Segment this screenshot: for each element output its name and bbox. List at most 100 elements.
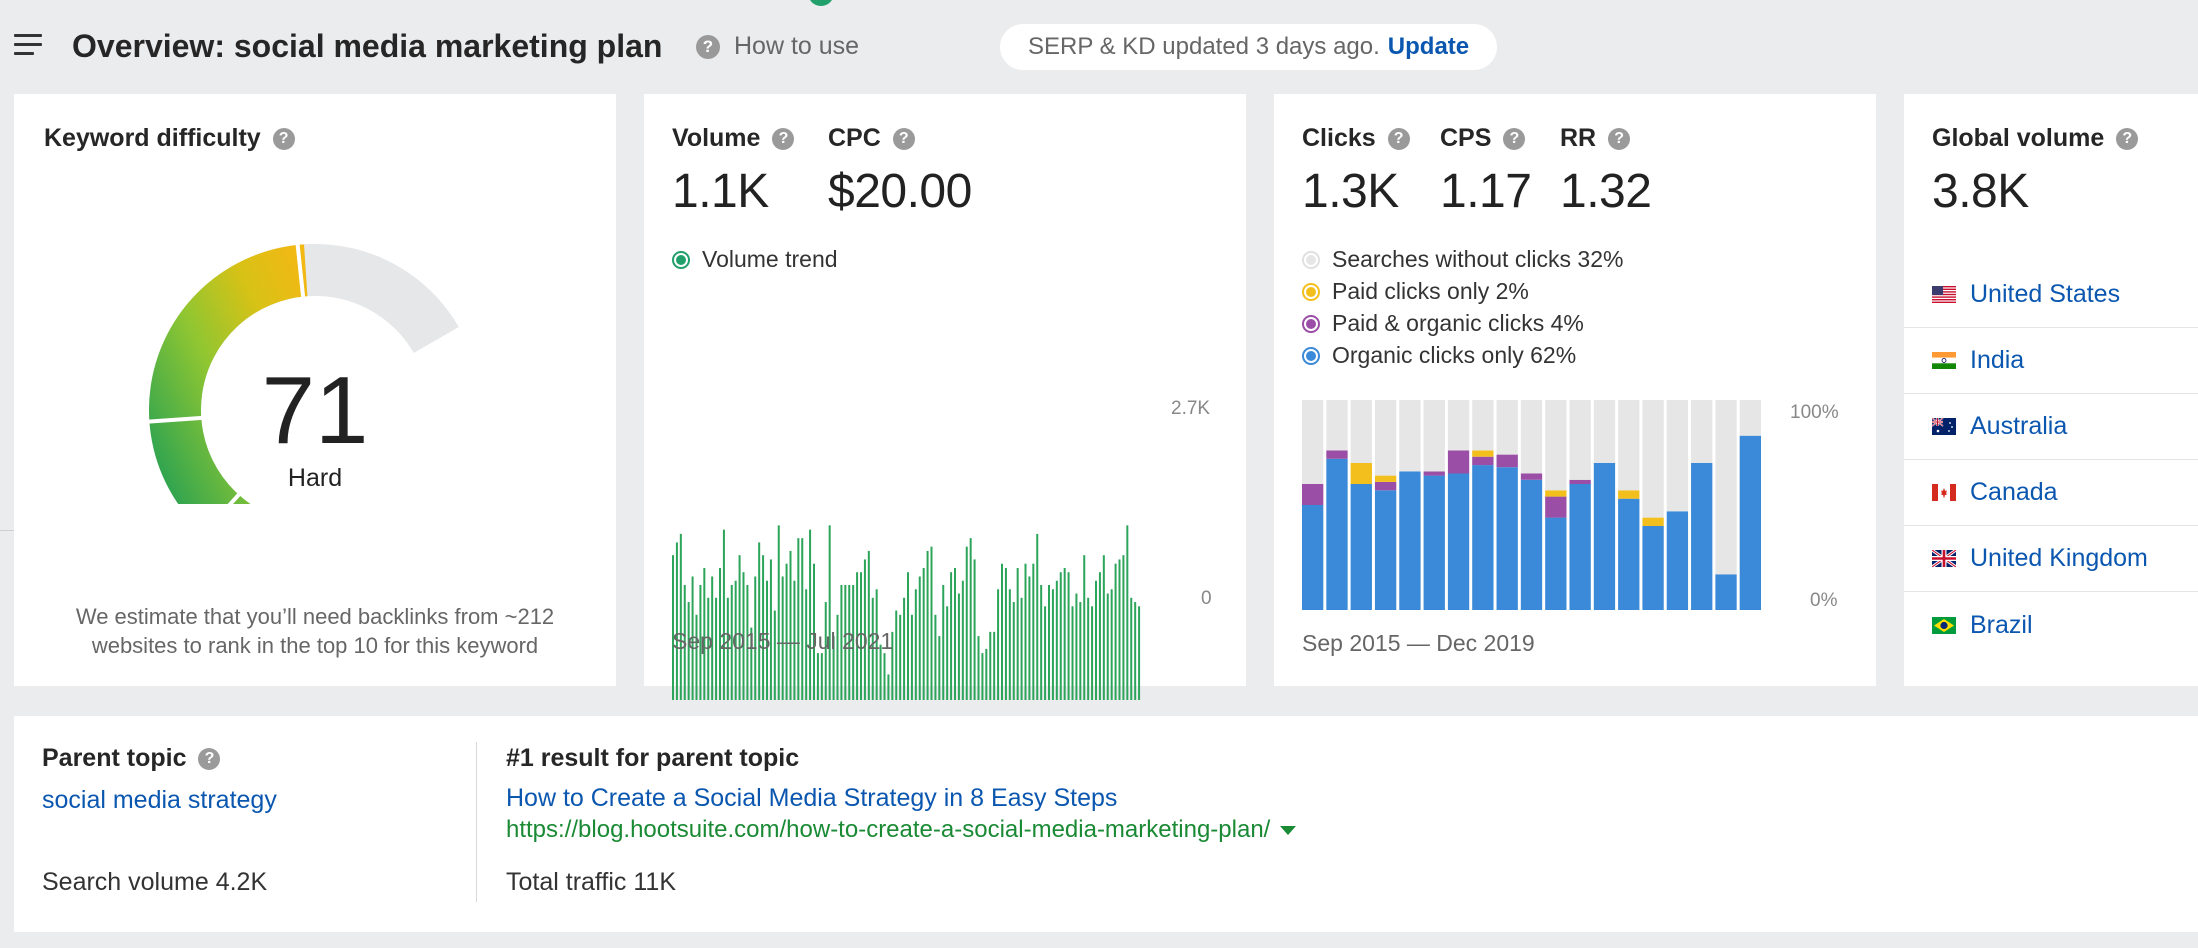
clicks-bar-segment xyxy=(1569,400,1591,480)
br-flag-icon xyxy=(1932,616,1956,634)
rr-help-icon[interactable]: ? xyxy=(1608,127,1631,150)
volume-bar xyxy=(871,597,874,700)
parent-topic-help-icon[interactable]: ? xyxy=(198,747,221,770)
legend-dot-icon xyxy=(1302,282,1320,301)
volume-label-row: Volume ? xyxy=(672,124,795,153)
clicks-bar-segment xyxy=(1739,400,1761,436)
volume-bar xyxy=(895,610,898,700)
volume-bar xyxy=(977,636,980,700)
volume-bar xyxy=(719,567,721,700)
volume-bar xyxy=(1051,589,1054,700)
volume-bar xyxy=(816,653,819,700)
country-name: United Kingdom xyxy=(1970,544,2148,572)
clicks-bar-segment xyxy=(1374,475,1397,482)
clicks-bar-segment xyxy=(1399,471,1421,610)
legend-label: Organic clicks only 62% xyxy=(1332,342,1577,368)
volume-bar xyxy=(981,653,984,700)
country-united-states[interactable]: United States xyxy=(1904,262,2198,328)
rr-label: RR xyxy=(1560,124,1597,152)
volume-bar xyxy=(1067,572,1070,700)
volume-bar xyxy=(985,648,988,700)
clicks-bar-segment xyxy=(1374,490,1397,610)
volume-bar xyxy=(726,597,729,700)
country-brazil[interactable]: Brazil xyxy=(1904,592,2198,658)
clicks-bar-segment xyxy=(1399,400,1421,472)
volume-bar xyxy=(1126,525,1129,700)
global-volume-help-icon[interactable]: ? xyxy=(2116,127,2139,150)
status-indicator xyxy=(808,0,834,6)
volume-bar xyxy=(1079,602,1082,700)
clicks-value: 1.3K xyxy=(1302,165,1399,218)
volume-bar xyxy=(766,580,768,700)
volume-bar xyxy=(715,597,718,700)
volume-bar xyxy=(1004,567,1007,700)
country-australia[interactable]: Australia xyxy=(1904,394,2198,460)
clicks-bar-segment xyxy=(1447,400,1470,451)
volume-trend-chart xyxy=(672,525,1141,700)
legend-item-paid-only[interactable]: Paid clicks only 2% xyxy=(1302,278,1529,305)
clicks-bar-segment xyxy=(1472,456,1494,466)
top-result-title-link[interactable]: How to Create a Social Media Strategy in… xyxy=(506,784,1118,812)
clicks-label: Clicks xyxy=(1302,124,1376,152)
volume-label: Volume xyxy=(672,124,761,152)
volume-bar xyxy=(730,585,733,700)
volume-bar xyxy=(957,593,960,700)
volume-bar xyxy=(1059,572,1062,700)
clicks-bar-segment xyxy=(1545,490,1567,497)
legend-item-no-clicks[interactable]: Searches without clicks 32% xyxy=(1302,246,1623,273)
country-united-kingdom[interactable]: United Kingdom xyxy=(1904,526,2198,592)
volume-bar xyxy=(1016,567,1019,700)
volume-bar xyxy=(1001,563,1003,700)
dropdown-caret-icon[interactable] xyxy=(1280,825,1297,835)
volume-value: 1.1K xyxy=(672,165,769,218)
gauge-tick-1 xyxy=(148,415,203,424)
volume-bar xyxy=(840,585,843,700)
gauge-ticks xyxy=(148,244,306,504)
volume-bar xyxy=(1122,555,1125,700)
volume-bar xyxy=(887,674,890,700)
kd-help-icon[interactable]: ? xyxy=(272,127,295,150)
volume-bar xyxy=(1087,597,1090,700)
volume-bar xyxy=(762,555,765,700)
volume-bar xyxy=(707,597,710,700)
legend-item-organic-only[interactable]: Organic clicks only 62% xyxy=(1302,342,1576,369)
country-canada[interactable]: Canada xyxy=(1904,460,2198,526)
clicks-bar-segment xyxy=(1666,400,1689,512)
volume-bar xyxy=(820,653,823,700)
legend-item-paid-organic[interactable]: Paid & organic clicks 4% xyxy=(1302,310,1584,337)
volume-bar xyxy=(918,576,921,700)
clicks-help-icon[interactable]: ? xyxy=(1387,127,1410,150)
volume-trend-legend[interactable]: Volume trend xyxy=(672,246,838,273)
parent-topic-link[interactable]: social media strategy xyxy=(42,786,277,814)
clicks-bar-segment xyxy=(1423,471,1445,476)
volume-bar xyxy=(1102,555,1105,700)
top-result-url-link[interactable]: https://blog.hootsuite.com/how-to-create… xyxy=(506,816,1297,844)
cpc-label-row: CPC ? xyxy=(828,124,915,153)
volume-help-icon[interactable]: ? xyxy=(772,127,795,150)
volume-bar xyxy=(789,550,792,700)
volume-bar xyxy=(1075,593,1078,700)
volume-bar xyxy=(1048,585,1050,700)
clicks-bar-segment xyxy=(1593,400,1616,463)
volume-bar xyxy=(675,542,678,700)
volume-trend-label: Volume trend xyxy=(702,246,838,272)
update-button[interactable]: Update xyxy=(1387,33,1470,60)
global-volume-card: Global volume ? 3.8K United States India… xyxy=(1904,94,2198,686)
clicks-bar-segment xyxy=(1642,526,1664,610)
clicks-bar-segment xyxy=(1302,505,1324,610)
clicks-bar-segment xyxy=(1374,481,1397,491)
cpc-help-icon[interactable]: ? xyxy=(892,127,915,150)
volume-bar xyxy=(797,538,800,700)
clicks-bar-segment xyxy=(1350,400,1372,463)
clicks-bar-segment xyxy=(1715,574,1737,610)
cps-help-icon[interactable]: ? xyxy=(1503,127,1526,150)
menu-icon[interactable] xyxy=(14,34,42,56)
clicks-bar-segment xyxy=(1350,463,1372,484)
volume-bar xyxy=(997,589,1000,700)
country-india[interactable]: India xyxy=(1904,328,2198,394)
how-to-use-link[interactable]: ? How to use xyxy=(696,32,859,61)
volume-bar xyxy=(1020,597,1023,700)
volume-bar xyxy=(1083,555,1086,700)
clicks-bar-segment xyxy=(1447,450,1470,474)
rr-label-row: RR ? xyxy=(1560,124,1631,153)
